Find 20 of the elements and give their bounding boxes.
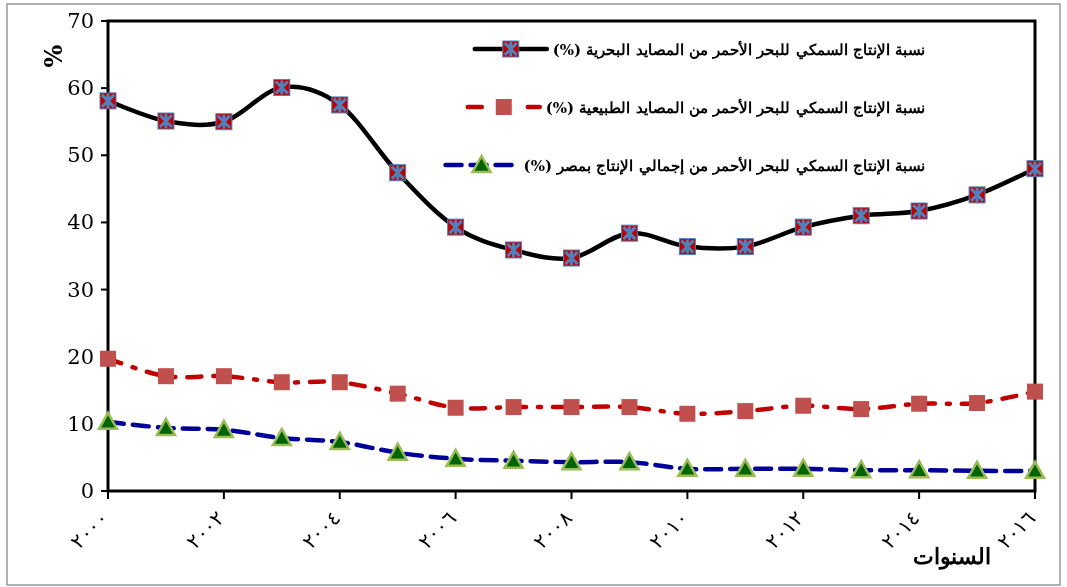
x-tick-label: ٢٠٠٦: [413, 505, 462, 554]
y-axis-title: %: [39, 44, 68, 68]
x-tick-label: ٢٠٠٠: [65, 505, 114, 554]
legend-label: نسبة الإنتاج السمكي للبحر الأحمر من المصايد البحرية (%): [552, 40, 925, 60]
x-tick-label: ٢٠١٦: [992, 505, 1041, 554]
legend-label: نسبة الإنتاج السمكي للبحر الأحمر من إجمالي الإنتاج بمصر (%): [523, 156, 925, 176]
x-tick-label: ٢٠٠٢: [181, 505, 230, 554]
y-tick-label: 60: [67, 76, 94, 101]
y-tick-label: 70: [67, 9, 94, 33]
y-tick-label: 30: [67, 277, 94, 302]
x-tick-label: ٢٠٠٤: [297, 505, 346, 554]
y-tick-label: 50: [67, 143, 94, 168]
y-tick-label: 20: [67, 344, 94, 369]
x-tick-label: ٢٠١٠: [644, 505, 693, 554]
y-tick-label: 40: [67, 210, 94, 235]
y-tick-label: 10: [67, 411, 94, 436]
legend-label: نسبة الإنتاج السمكي للبحر الأحمر من المصايد الطبيعية (%): [545, 98, 925, 118]
x-tick-label: ٢٠١٢: [760, 505, 809, 554]
x-tick-label: ٢٠٠٨: [528, 505, 578, 554]
y-tick-label: 0: [80, 479, 94, 503]
